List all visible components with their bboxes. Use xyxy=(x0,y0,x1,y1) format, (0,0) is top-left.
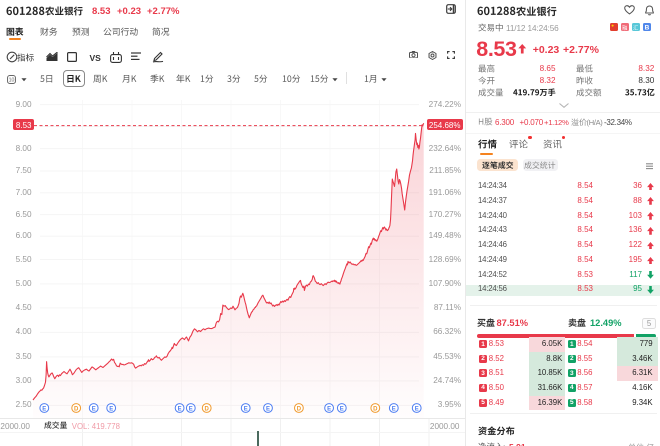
svg-text:E: E xyxy=(327,407,331,413)
svg-text:D: D xyxy=(205,407,210,413)
svg-text:E: E xyxy=(244,407,248,413)
svg-text:E: E xyxy=(392,407,396,413)
svg-text:E: E xyxy=(109,407,113,413)
svg-text:E: E xyxy=(415,407,419,413)
svg-text:E: E xyxy=(178,407,182,413)
svg-text:E: E xyxy=(266,407,270,413)
svg-text:D: D xyxy=(74,407,79,413)
svg-text:10: 10 xyxy=(9,78,15,84)
svg-text:E: E xyxy=(189,407,193,413)
svg-text:B: B xyxy=(645,25,650,31)
svg-text:E: E xyxy=(92,407,96,413)
svg-text:D: D xyxy=(297,407,302,413)
svg-text:D: D xyxy=(373,407,378,413)
svg-text:E: E xyxy=(42,407,46,413)
svg-text:E: E xyxy=(340,407,344,413)
